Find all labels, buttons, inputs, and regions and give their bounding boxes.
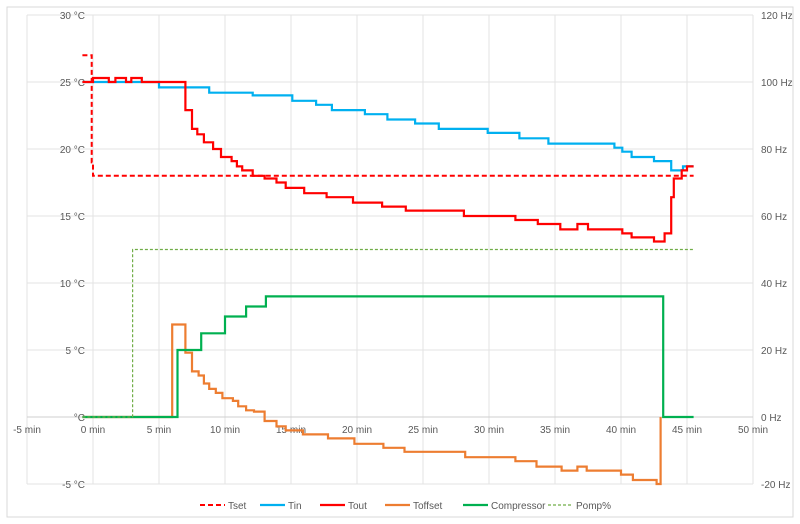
- y-tick-label: 30 °C: [60, 11, 85, 22]
- legend-label: Compressor: [491, 501, 546, 512]
- gridlines: [26, 14, 754, 485]
- x-tick-label: 50 min: [738, 425, 768, 436]
- y2-tick-label: 120 Hz: [761, 11, 793, 22]
- legend-label: Tset: [228, 501, 247, 512]
- series-pomp-line: [82, 248, 694, 418]
- x-tick-label: 5 min: [147, 425, 171, 436]
- x-tick-label: 45 min: [672, 425, 702, 436]
- x-tick-label: -5 min: [13, 425, 41, 436]
- legend-label: Toffset: [413, 501, 442, 512]
- chart-frame: [6, 6, 794, 518]
- x-tick-label: 40 min: [606, 425, 636, 436]
- y-tick-label: °C: [74, 413, 85, 424]
- x-tick-label: 20 min: [342, 425, 372, 436]
- series-tset-line: [82, 54, 694, 177]
- series-tout-line: [82, 76, 694, 243]
- legend-label: Tout: [348, 501, 367, 512]
- y-tick-label: -5 °C: [62, 480, 85, 491]
- y2-tick-label: 20 Hz: [761, 346, 787, 357]
- y2-tick-label: 40 Hz: [761, 279, 787, 290]
- x-tick-label: 25 min: [408, 425, 438, 436]
- x-tick-label: 0 min: [81, 425, 105, 436]
- y2-tick-label: 100 Hz: [761, 78, 793, 89]
- series-compressor-line: [82, 295, 694, 419]
- y-tick-label: 10 °C: [60, 279, 85, 290]
- y-tick-label: 25 °C: [60, 78, 85, 89]
- y-tick-label: 20 °C: [60, 145, 85, 156]
- y2-tick-label: 80 Hz: [761, 145, 787, 156]
- y2-tick-label: 0 Hz: [761, 413, 782, 424]
- y-tick-label: 15 °C: [60, 212, 85, 223]
- x-tick-label: 35 min: [540, 425, 570, 436]
- y2-tick-label: 60 Hz: [761, 212, 787, 223]
- series-lines: [82, 54, 694, 486]
- y-tick-label: 5 °C: [65, 346, 85, 357]
- legend-label: Pomp%: [576, 501, 611, 512]
- series-toffset-line: [82, 323, 662, 486]
- series-tin-line: [82, 80, 694, 172]
- legend: Tset Tin Tout Toffset Compressor Pomp%: [200, 501, 611, 512]
- y2-tick-label: -20 Hz: [761, 480, 790, 491]
- legend-label: Tin: [288, 501, 302, 512]
- x-tick-label: 10 min: [210, 425, 240, 436]
- x-tick-label: 30 min: [474, 425, 504, 436]
